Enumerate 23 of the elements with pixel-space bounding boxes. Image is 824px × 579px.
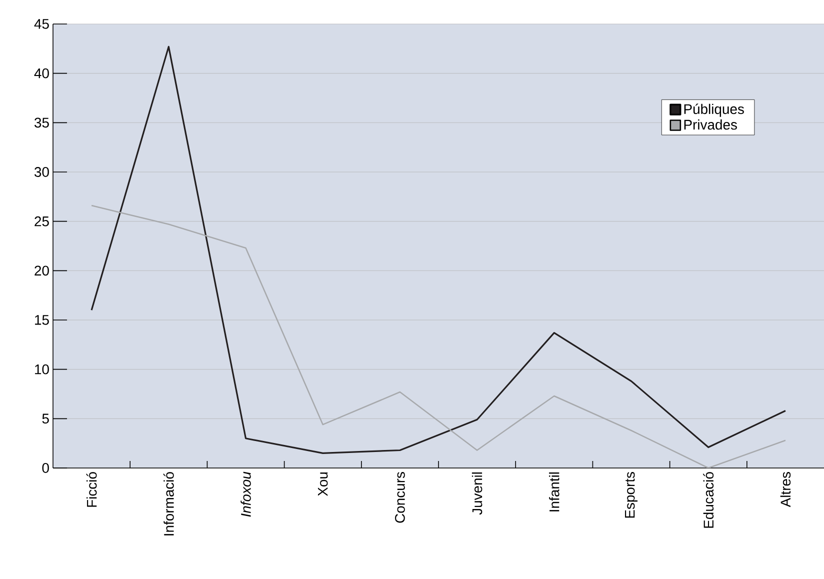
x-tick-label: Ficció: [86, 472, 97, 507]
y-tick-label: 5: [42, 414, 49, 424]
y-tick-label: 40: [34, 68, 49, 78]
x-tick-label: Concurs: [395, 472, 405, 523]
line-series: [90, 46, 786, 454]
x-tick-label: Esports: [625, 472, 638, 518]
x-tick-label: Juvenil: [472, 472, 482, 515]
x-tick-label: Infantil: [549, 472, 560, 512]
y-tick-label: 45: [34, 19, 49, 29]
y-tick-label: 25: [34, 216, 49, 226]
x-tick-label: Altres: [780, 472, 791, 508]
y-tick-label: 30: [34, 167, 49, 177]
y-tick-label: 15: [35, 315, 49, 325]
x-tick-label: Xou: [318, 472, 328, 496]
y-tick-label: 10: [35, 364, 49, 374]
y-tick-label: 35: [34, 118, 49, 128]
y-tick-label: 20: [34, 266, 49, 276]
legend-label: Públiques: [684, 104, 744, 117]
y-tick-label: 0: [42, 463, 49, 473]
x-tick-label: Infoxou: [240, 472, 251, 517]
x-tick-label: Educació: [703, 472, 714, 528]
legend-label: Privades: [684, 119, 737, 130]
x-tick-label: Informació: [163, 472, 174, 536]
